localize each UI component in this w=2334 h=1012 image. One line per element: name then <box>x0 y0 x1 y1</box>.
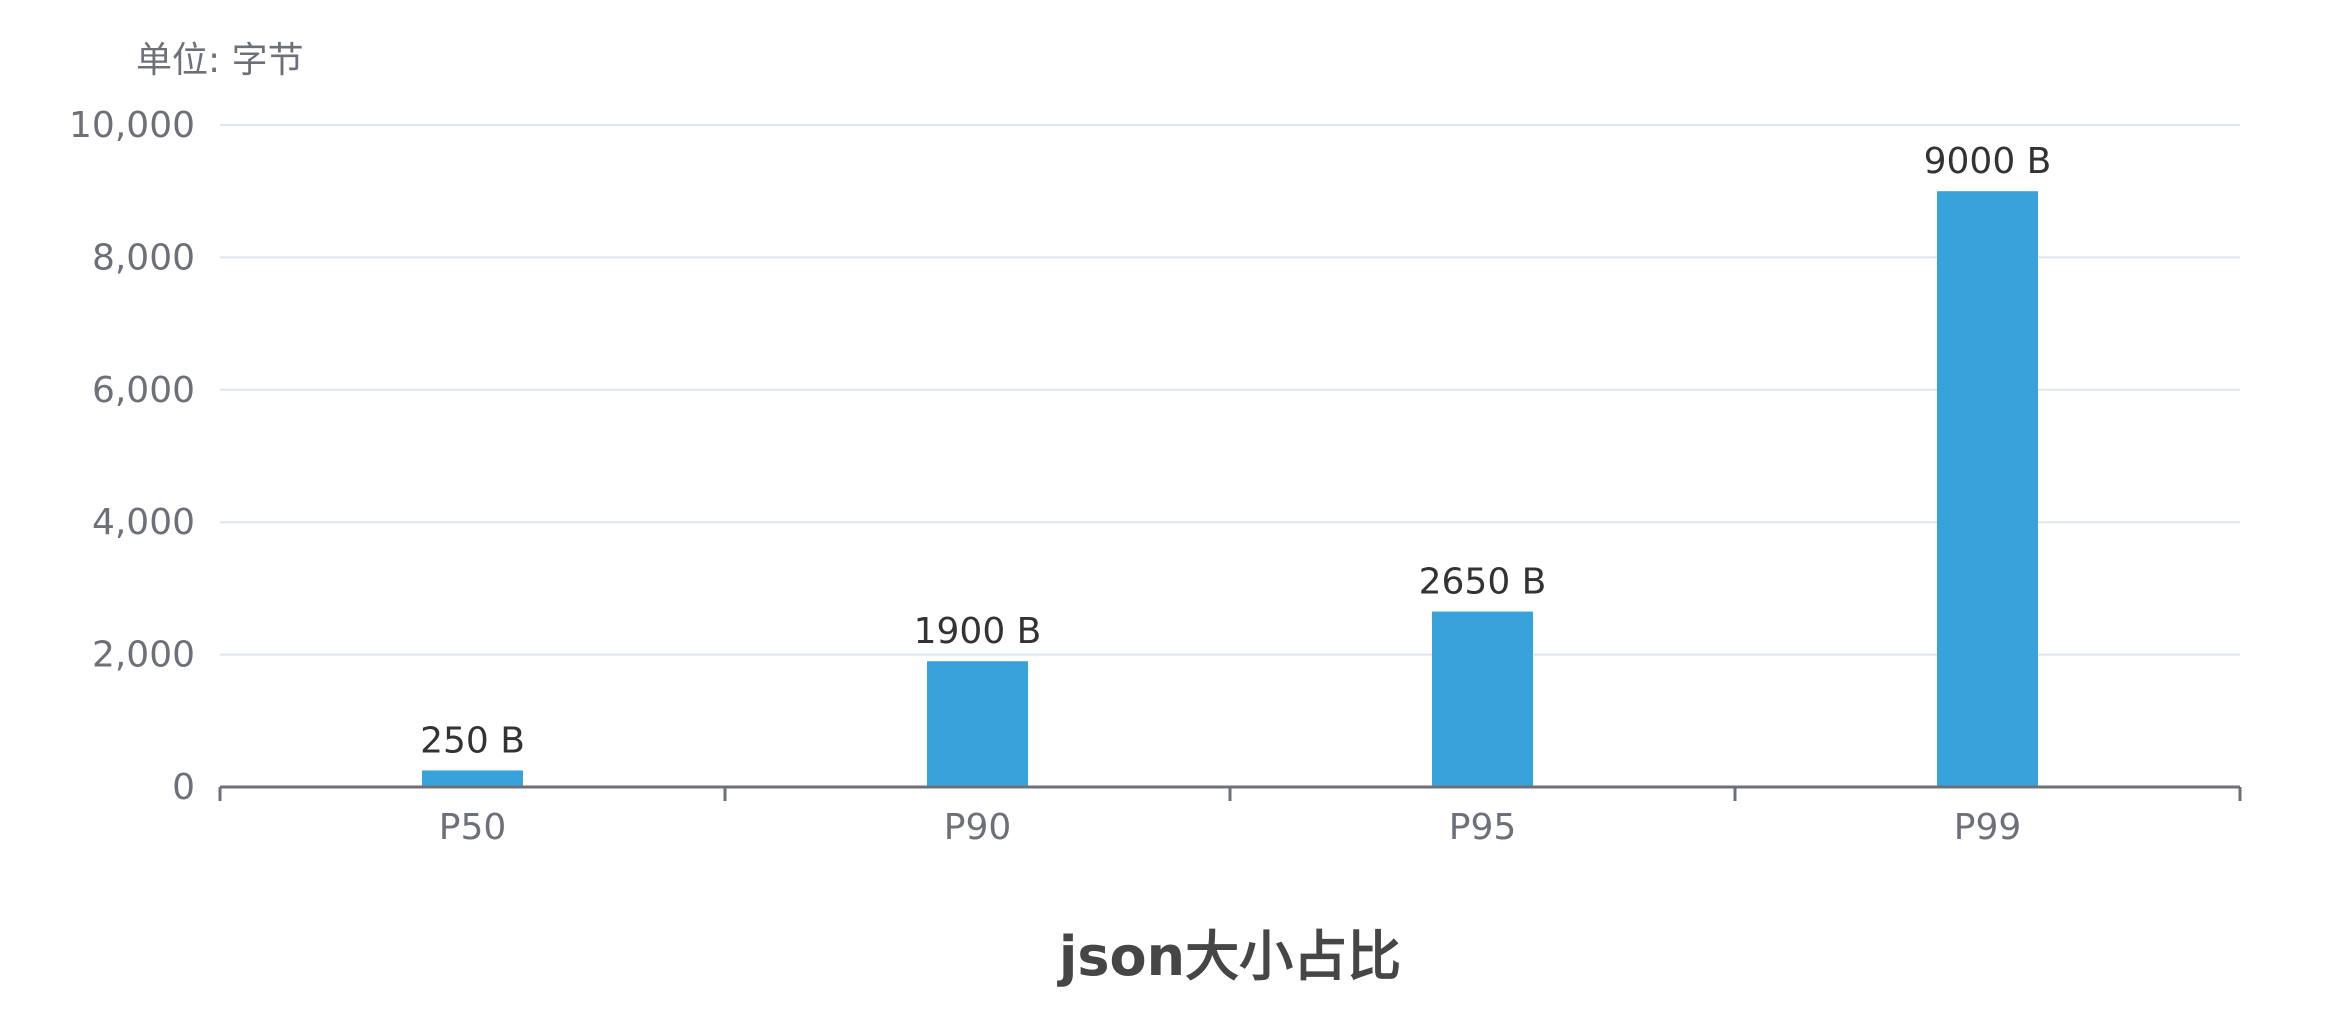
x-tick-label: P95 <box>1449 807 1517 848</box>
x-tick-label: P50 <box>439 807 507 848</box>
y-tick-label: 6,000 <box>92 370 195 411</box>
y-tick-label: 4,000 <box>92 502 195 543</box>
bar <box>422 770 523 787</box>
bar <box>1432 611 1533 787</box>
data-label: 2650 B <box>1419 562 1547 603</box>
bars <box>422 191 2038 787</box>
grid-lines <box>220 124 2240 656</box>
x-tick-label: P99 <box>1954 807 2022 848</box>
x-tick-label: P90 <box>944 807 1012 848</box>
y-tick-label: 10,000 <box>69 105 195 146</box>
axes <box>218 785 2242 801</box>
y-tick-label: 0 <box>172 767 195 808</box>
data-label: 250 B <box>420 720 525 761</box>
labels: 0 2,000 4,000 6,000 8,000 10,000 250 B P50 1900 … <box>69 105 2051 848</box>
bar <box>1937 191 2038 787</box>
y-tick-label: 2,000 <box>92 635 195 676</box>
bar <box>927 661 1028 787</box>
data-label: 1900 B <box>914 611 1042 652</box>
chart-title: json大小占比 <box>1057 925 1401 988</box>
y-axis-unit-label: 单位: 字节 <box>136 40 304 81</box>
data-label: 9000 B <box>1924 141 2052 182</box>
y-tick-label: 8,000 <box>92 237 195 278</box>
